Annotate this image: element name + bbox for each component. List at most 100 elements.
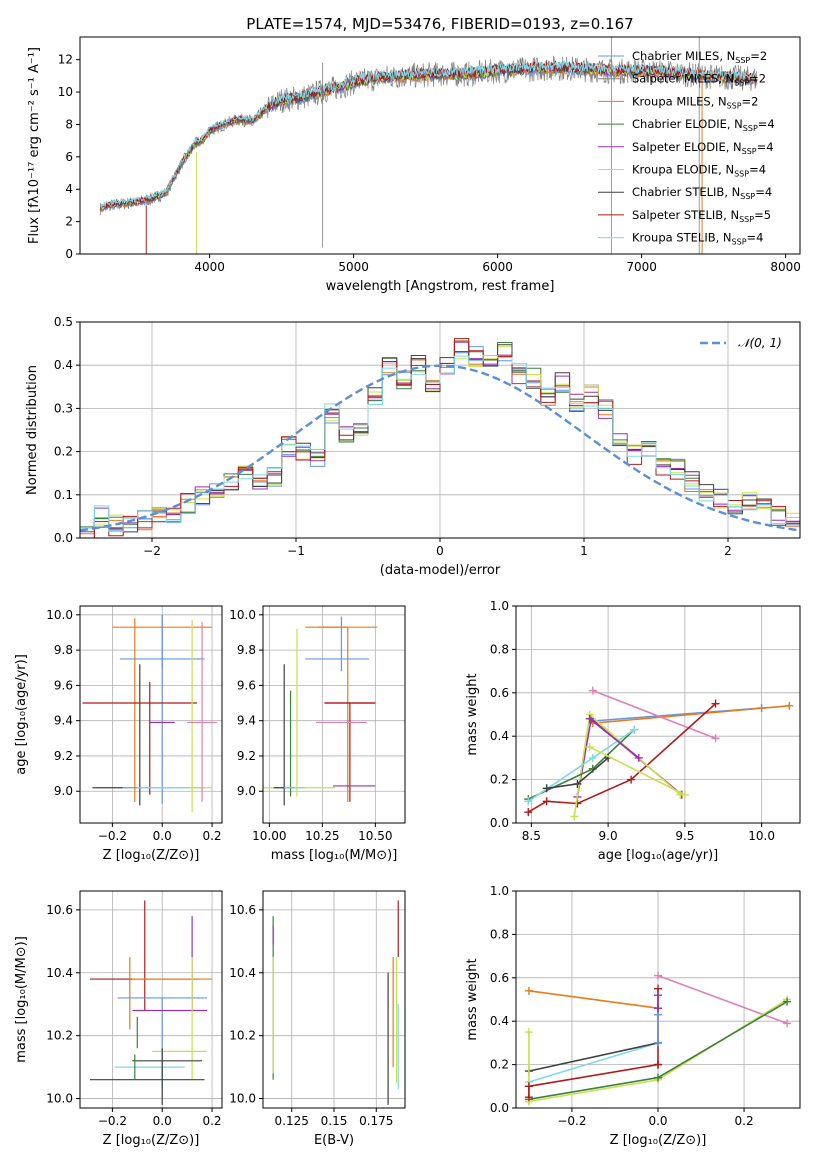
- spectrum-series-line: [100, 61, 758, 208]
- y-tick-label: 10.2: [46, 1029, 73, 1043]
- mass-weight-line: [592, 705, 790, 724]
- x-tick-label: 6000: [482, 260, 513, 274]
- y-tick-label: 10.6: [229, 903, 256, 917]
- y-tick-label: 0.8: [490, 642, 509, 656]
- x-tick-label: 4000: [194, 260, 225, 274]
- data-point-marker: [524, 1082, 533, 1091]
- x-tick-label: −1: [287, 544, 305, 558]
- data-point-marker: [630, 725, 639, 734]
- data-point-marker: [588, 753, 597, 762]
- x-tick-label: 8.5: [522, 829, 541, 843]
- y-tick-label: 0.6: [490, 686, 509, 700]
- data-point-marker: [524, 797, 533, 806]
- y-axis-label: Flux [fλ10⁻¹⁷ erg cm⁻² s⁻¹ A⁻¹]: [27, 47, 42, 244]
- x-axis-label: Z [log₁₀(Z/Z⊙)]: [103, 848, 200, 863]
- x-tick-label: 10.0: [748, 829, 775, 843]
- x-tick-label: 7000: [626, 260, 657, 274]
- x-tick-label: 10.00: [252, 829, 286, 843]
- x-tick-label: 10.50: [358, 829, 392, 843]
- y-tick-label: 0.8: [490, 927, 509, 941]
- spectrum-series-line: [99, 60, 758, 209]
- y-tick-label: 9.8: [237, 643, 256, 657]
- data-point-marker: [654, 1073, 662, 1082]
- y-tick-label: 0.2: [490, 1058, 509, 1072]
- x-tick-label: 9.5: [675, 829, 694, 843]
- y-tick-label: 0.4: [490, 729, 509, 743]
- data-point-marker: [542, 784, 551, 793]
- y-tick-label: 10.6: [46, 903, 73, 917]
- y-tick-label: 9.0: [237, 784, 256, 798]
- y-tick-label: 6: [65, 150, 73, 164]
- x-tick-label: 0.125: [275, 1114, 309, 1128]
- chart-mass_vs_z: −0.2 0.0 0.2 10.0 10.2 10.4 10.6 Z [log₁₀(Z/Z⊙)…: [14, 890, 223, 1148]
- y-tick-label: 10.0: [229, 1092, 256, 1106]
- legend-label: Kroupa MILES, NSSP=2: [632, 94, 758, 110]
- y-tick-label: 1.0: [490, 599, 509, 613]
- y-tick-label: 9.6: [237, 678, 256, 692]
- data-point-marker: [783, 997, 792, 1006]
- data-point-marker: [654, 991, 662, 1000]
- legend-label: Salpeter MILES, NSSP=2: [632, 72, 766, 88]
- legend-label: Salpeter ELODIE, NSSP=4: [632, 140, 774, 156]
- x-tick-label: 0.0: [648, 1114, 667, 1128]
- legend-label: Kroupa ELODIE, NSSP=4: [632, 163, 766, 179]
- data-point-marker: [654, 1060, 662, 1069]
- y-axis-label: mass weight: [465, 958, 480, 1040]
- data-point-marker: [524, 1093, 533, 1102]
- data-point-marker: [627, 775, 636, 784]
- data-point-marker: [654, 971, 662, 980]
- mass-weight-line: [528, 1042, 659, 1072]
- y-axis-label: mass [log₁₀(M/M⊙)]: [14, 936, 29, 1063]
- x-axis-label: E(B-V): [314, 1133, 354, 1148]
- x-tick-label: 0.2: [202, 1114, 221, 1128]
- y-tick-label: 0.0: [490, 816, 509, 830]
- y-tick-label: 9.8: [54, 643, 73, 657]
- y-tick-label: 0.0: [490, 1101, 509, 1115]
- x-tick-label: −2: [143, 544, 161, 558]
- mass-weight-line: [657, 974, 788, 1025]
- y-tick-label: 0.6: [490, 971, 509, 985]
- y-tick-label: 0.1: [54, 488, 73, 502]
- x-tick-label: 0.175: [359, 1114, 393, 1128]
- x-axis-label: Z [log₁₀(Z/Z⊙)]: [610, 1133, 707, 1148]
- histogram-step: [80, 355, 800, 532]
- data-point-marker: [585, 743, 594, 752]
- y-tick-label: 10.0: [229, 608, 256, 622]
- x-tick-label: 8000: [770, 260, 801, 274]
- plot-area-massweight_vs_age: [524, 686, 794, 821]
- x-axis-label: age [log₁₀(age/yr)]: [598, 848, 719, 863]
- y-tick-label: 0.0: [54, 531, 73, 545]
- y-tick-label: 10.4: [46, 966, 73, 980]
- data-point-marker: [785, 701, 794, 710]
- y-tick-label: 9.4: [237, 714, 256, 728]
- legend-label: 𝒩(0, 1): [738, 336, 782, 350]
- y-axis-label: mass weight: [465, 673, 480, 755]
- plot-area-age_vs_mass: [263, 616, 378, 806]
- data-point-marker: [570, 812, 579, 821]
- x-axis-label: Z [log₁₀(Z/Z⊙)]: [103, 1133, 200, 1148]
- x-axis-label: mass [log₁₀(M/M⊙)]: [271, 848, 398, 863]
- y-tick-label: 1.0: [490, 884, 509, 898]
- y-tick-label: 0: [65, 247, 73, 261]
- y-tick-label: 0.2: [54, 445, 73, 459]
- legend-label: Salpeter STELIB, NSSP=5: [632, 208, 771, 224]
- plot-area-mass_vs_z: [89, 900, 213, 1105]
- x-tick-label: −0.2: [557, 1114, 586, 1128]
- mass-weight-line: [528, 1042, 659, 1083]
- y-tick-label: 10.0: [46, 608, 73, 622]
- x-tick-label: 2: [724, 544, 732, 558]
- y-axis-label: age [log₁₀(age/yr)]: [14, 654, 29, 775]
- gaussian-curve: [80, 364, 800, 532]
- chart-residuals: 𝒩(0, 1) −2 −1 0 1 2 0.0 0.1 0.2 0.3 0.4 0.5 (data-mo…: [25, 315, 801, 578]
- y-tick-label: 4: [65, 182, 73, 196]
- x-axis-label: wavelength [Angstrom, rest frame]: [326, 279, 555, 294]
- mass-weight-line: [589, 718, 640, 759]
- chart-mass_vs_ebv: 0.125 0.15 0.175 10.0 10.2 10.4 10.6 E(B-V): [229, 890, 406, 1148]
- plot-area-massweight_vs_z: [524, 971, 792, 1106]
- x-tick-label: 0.0: [153, 1114, 172, 1128]
- data-point-marker: [711, 699, 720, 708]
- data-point-marker: [654, 1004, 662, 1013]
- y-tick-label: 2: [65, 215, 73, 229]
- y-tick-label: 9.4: [54, 714, 73, 728]
- plot-area-residuals: [80, 338, 800, 538]
